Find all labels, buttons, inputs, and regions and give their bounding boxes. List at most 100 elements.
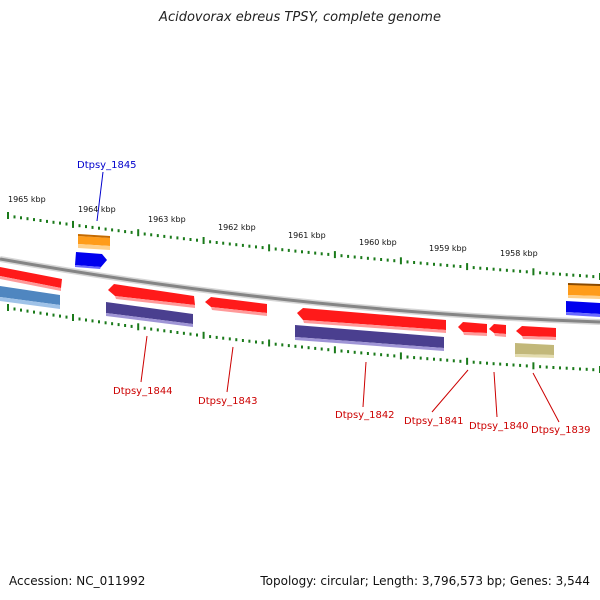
tick-outer-11 [78,224,81,228]
tick-inner-51 [340,349,343,353]
tick-inner-23 [156,328,159,332]
tick-inner-83 [552,366,555,369]
tick-inner-15 [104,321,107,325]
tick-outer-64 [426,262,429,266]
tick-outer-71 [472,266,475,270]
tick-inner-9 [65,315,68,319]
feature-orange-1845 [78,234,110,250]
leader-dtpsy-1843 [226,346,234,393]
tick-inner-10 [72,314,74,321]
leader-dtpsy-1842 [362,361,367,408]
tick-inner-27 [182,331,185,335]
tick-outer-39 [261,246,264,250]
tick-inner-76 [505,363,508,367]
tick-outer-8 [59,221,61,225]
tick-outer-50 [333,251,336,259]
tick-outer-31 [209,240,212,244]
map-title: Acidovorax ebreus TPSY, complete genome [159,10,441,25]
tick-outer-59 [393,259,396,263]
tick-inner-36 [241,339,244,342]
tick-outer-41 [274,247,277,251]
gene-label-dtpsy-1843: Dtpsy_1843 [198,396,258,407]
tick-inner-21 [143,326,146,330]
tick-outer-83 [552,272,555,276]
tick-inner-60 [399,352,402,360]
tick-outer-80 [532,268,535,276]
leader-dtpsy-1841 [431,369,469,413]
tick-inner-78 [519,363,522,367]
gene-label-dtpsy-1839: Dtpsy_1839 [531,425,591,436]
tick-inner-44 [294,344,297,348]
gene-dtpsy-1842-cds [297,308,446,333]
tick-inner-45 [301,345,303,349]
gene-label-dtpsy-1841: Dtpsy_1841 [404,416,464,427]
tick-outer-45 [301,250,303,254]
tick-inner-20 [137,323,140,331]
tick-inner-24 [163,329,166,333]
tick-inner-46 [307,346,310,350]
tick-inner-12 [85,318,87,322]
feature-orange-right [568,283,600,299]
tick-outer-13 [91,225,94,229]
tick-inner-89 [592,368,595,372]
tick-outer-61 [406,260,409,264]
tick-inner-61 [406,355,409,359]
scale-label-1961: 1961 kbp [288,231,326,240]
tick-outer-73 [486,267,488,271]
tick-inner-50 [333,346,336,354]
scale-ticks-inner [7,304,600,373]
tick-outer-30 [202,237,205,244]
tick-inner-85 [565,366,568,370]
tick-outer-35 [235,243,238,247]
tick-outer-24 [163,234,166,238]
leader-dtpsy-1839 [532,372,560,423]
scale-label-1959: 1959 kbp [429,244,467,253]
tick-inner-49 [327,348,330,352]
tick-inner-16 [111,322,114,326]
tick-inner-53 [353,350,356,354]
tick-outer-52 [347,254,350,258]
tick-inner-2 [20,308,22,312]
gene-dtpsy-1839-cds [516,326,556,340]
tick-inner-84 [559,366,561,370]
scale-label-1963: 1963 kbp [148,215,186,224]
tick-outer-54 [360,256,363,260]
tick-inner-30 [202,331,205,339]
tick-outer-17 [117,229,120,233]
tick-outer-2 [20,216,22,220]
tick-inner-43 [287,344,290,348]
tick-outer-1 [13,215,16,219]
tick-outer-60 [399,257,402,265]
tick-outer-21 [143,232,146,236]
scale-label-1965: 1965 kbp [8,195,46,204]
tick-outer-53 [353,255,356,259]
tick-inner-28 [189,332,192,336]
tick-inner-57 [380,353,383,357]
tick-outer-22 [150,233,153,237]
tick-outer-75 [499,268,502,272]
tick-outer-65 [433,262,435,266]
tick-inner-74 [492,362,495,366]
genome-summary: Topology: circular; Length: 3,796,573 bp… [260,574,590,588]
tick-inner-88 [585,367,588,371]
tick-outer-9 [65,222,68,226]
tick-outer-72 [479,266,482,270]
tick-inner-71 [472,360,475,364]
tick-inner-11 [78,317,81,321]
tick-outer-82 [545,271,548,275]
tick-outer-58 [386,258,389,262]
tick-outer-77 [512,269,515,273]
gene-dtpsy-1842-gene [295,325,444,351]
tick-inner-52 [347,350,350,354]
tick-outer-88 [585,274,588,278]
scale-ticks-outer [7,212,600,280]
tick-outer-84 [559,272,561,276]
feature-red-left-upper [0,267,62,291]
tick-inner-39 [261,341,264,345]
tick-inner-58 [386,353,389,357]
tick-outer-19 [130,230,133,234]
tick-inner-38 [255,340,257,344]
tick-outer-32 [215,241,218,244]
tick-inner-47 [314,346,317,350]
